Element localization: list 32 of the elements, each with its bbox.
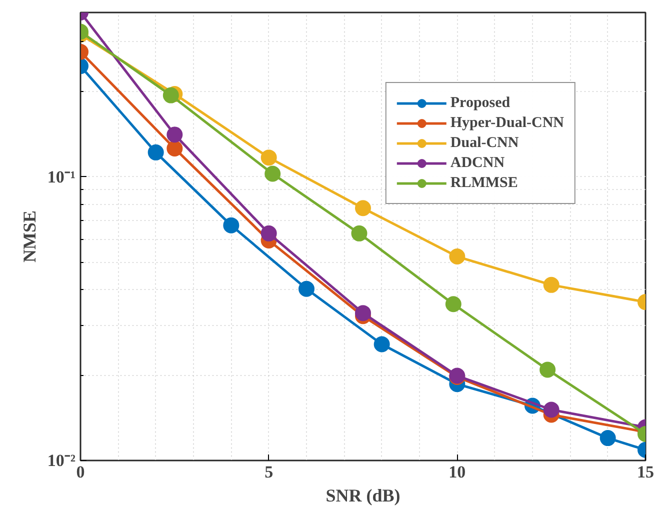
point — [351, 225, 368, 242]
point — [543, 276, 560, 293]
point — [166, 140, 183, 156]
y-tick-label: 10⁻¹ — [47, 167, 76, 186]
point — [298, 280, 314, 297]
point — [148, 144, 164, 160]
point — [260, 225, 277, 242]
x-tick-label: 10 — [448, 462, 466, 482]
point — [166, 126, 183, 143]
x-tick-label: 5 — [264, 462, 274, 482]
legend-label: ADCNN — [450, 154, 505, 172]
point — [260, 150, 277, 166]
point — [355, 200, 371, 216]
x-axis-title: SNR (dB) — [326, 486, 400, 506]
point — [600, 430, 616, 446]
point — [543, 402, 560, 418]
legend-label: Hyper-Dual-CNN — [450, 114, 564, 132]
legend-label: RLMMSE — [450, 174, 518, 192]
x-tick-label: 0 — [76, 462, 85, 482]
point — [540, 362, 556, 378]
legend-label: Dual-CNN — [450, 134, 519, 152]
point — [449, 248, 466, 264]
y-axis-title: NMSE — [19, 210, 40, 262]
point — [223, 217, 240, 234]
legend-label: Proposed — [450, 94, 510, 112]
point — [162, 87, 179, 104]
point — [355, 305, 371, 322]
x-tick-label: 15 — [637, 462, 654, 482]
y-tick-label: 10⁻² — [47, 451, 76, 470]
point — [264, 166, 281, 182]
point — [374, 336, 390, 352]
point — [445, 296, 462, 312]
